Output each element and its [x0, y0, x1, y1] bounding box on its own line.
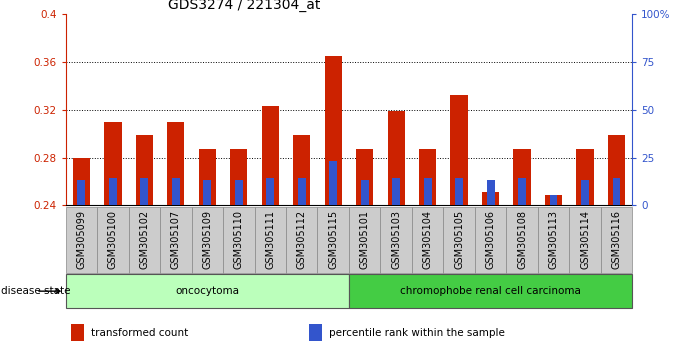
Bar [361, 179, 368, 205]
Bar [198, 149, 216, 205]
Text: GSM305113: GSM305113 [549, 210, 558, 269]
Text: GSM305111: GSM305111 [265, 210, 275, 269]
Bar [109, 178, 117, 205]
Bar [129, 207, 160, 273]
Text: GSM305108: GSM305108 [517, 210, 527, 269]
Bar [262, 106, 279, 205]
Bar [538, 207, 569, 273]
Text: GSM305112: GSM305112 [296, 210, 307, 269]
Bar [569, 207, 600, 273]
Bar [286, 207, 317, 273]
Bar [254, 207, 286, 273]
Bar [608, 135, 625, 205]
Bar [381, 207, 412, 273]
Bar [310, 324, 322, 341]
Text: transformed count: transformed count [91, 328, 189, 338]
Bar [412, 207, 444, 273]
Text: GSM305106: GSM305106 [486, 210, 495, 269]
Text: GSM305107: GSM305107 [171, 210, 181, 269]
Text: GSM305100: GSM305100 [108, 210, 118, 269]
Text: GSM305116: GSM305116 [612, 210, 621, 269]
Bar [66, 274, 349, 308]
Bar [388, 111, 405, 205]
Bar [172, 178, 180, 205]
Bar [349, 207, 381, 273]
Text: GSM305104: GSM305104 [423, 210, 433, 269]
Bar [298, 178, 305, 205]
Text: oncocytoma: oncocytoma [176, 286, 239, 296]
Text: GSM305105: GSM305105 [454, 210, 464, 269]
Text: GSM305110: GSM305110 [234, 210, 244, 269]
Bar [392, 178, 400, 205]
Bar [140, 178, 149, 205]
Text: GDS3274 / 221304_at: GDS3274 / 221304_at [168, 0, 320, 12]
Bar [71, 324, 84, 341]
Text: GSM305103: GSM305103 [391, 210, 401, 269]
Bar [77, 179, 85, 205]
Bar [613, 178, 621, 205]
Bar [576, 149, 594, 205]
Bar [475, 207, 507, 273]
Text: disease state: disease state [1, 286, 70, 296]
Text: percentile rank within the sample: percentile rank within the sample [329, 328, 505, 338]
Bar [191, 207, 223, 273]
Bar [444, 207, 475, 273]
Bar [203, 179, 211, 205]
Text: GSM305099: GSM305099 [77, 210, 86, 269]
Bar [356, 149, 373, 205]
Bar [513, 149, 531, 205]
Bar [545, 195, 562, 205]
Bar [419, 149, 436, 205]
Bar [581, 179, 589, 205]
Bar [135, 135, 153, 205]
Bar [325, 56, 342, 205]
Bar [549, 195, 558, 205]
Text: chromophobe renal cell carcinoma: chromophobe renal cell carcinoma [400, 286, 581, 296]
Bar [66, 207, 97, 273]
Bar [330, 161, 337, 205]
Bar [235, 179, 243, 205]
Bar [349, 274, 632, 308]
Bar [73, 158, 90, 205]
Bar [451, 96, 468, 205]
Bar [97, 207, 129, 273]
Text: GSM305102: GSM305102 [140, 210, 149, 269]
Bar [317, 207, 349, 273]
Bar [167, 122, 184, 205]
Text: GSM305109: GSM305109 [202, 210, 212, 269]
Bar [223, 207, 254, 273]
Bar [455, 178, 463, 205]
Bar [486, 179, 495, 205]
Bar [507, 207, 538, 273]
Bar [104, 122, 122, 205]
Bar [424, 178, 432, 205]
Bar [482, 192, 500, 205]
Bar [160, 207, 191, 273]
Bar [293, 135, 310, 205]
Bar [518, 178, 526, 205]
Text: GSM305101: GSM305101 [360, 210, 370, 269]
Bar [600, 207, 632, 273]
Bar [230, 149, 247, 205]
Text: GSM305114: GSM305114 [580, 210, 590, 269]
Text: GSM305115: GSM305115 [328, 210, 338, 269]
Bar [266, 178, 274, 205]
